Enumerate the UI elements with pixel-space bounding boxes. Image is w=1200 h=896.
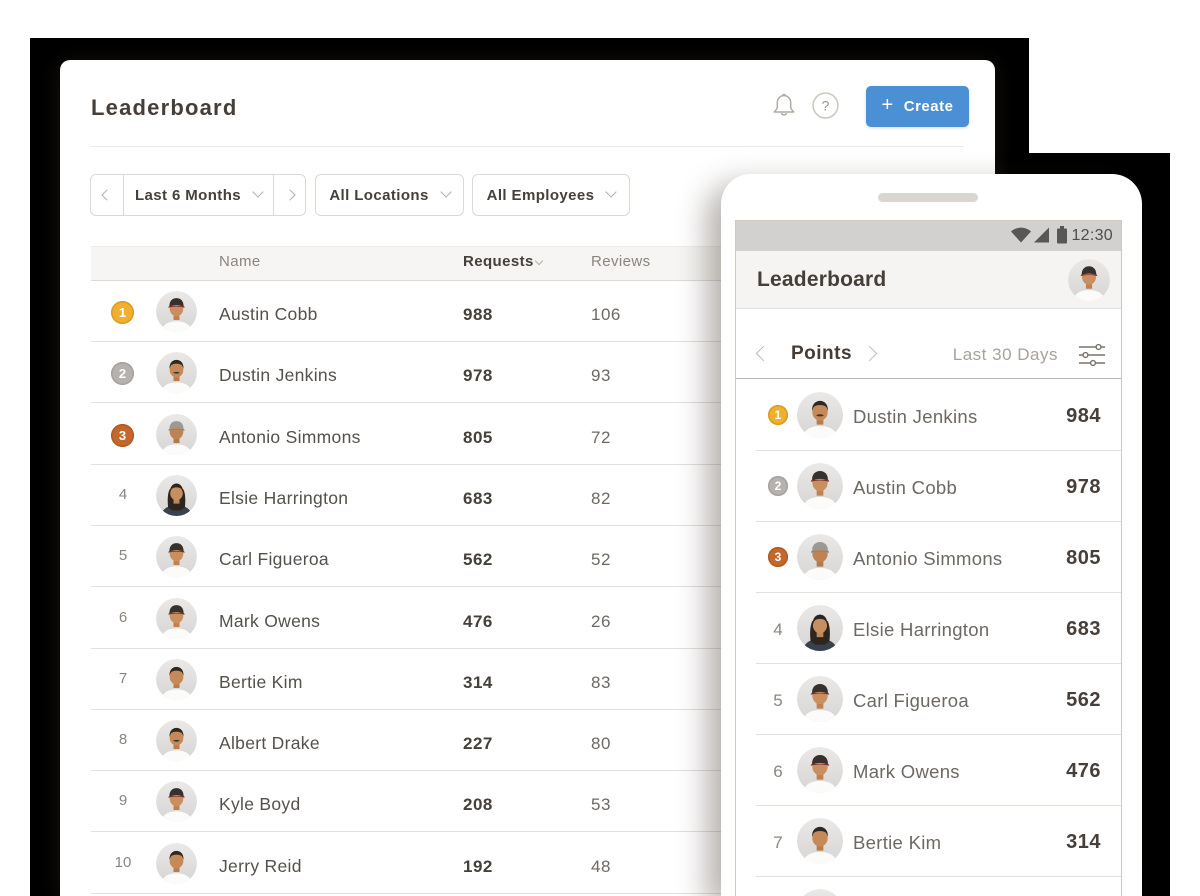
svg-text:?: ? (822, 98, 830, 114)
